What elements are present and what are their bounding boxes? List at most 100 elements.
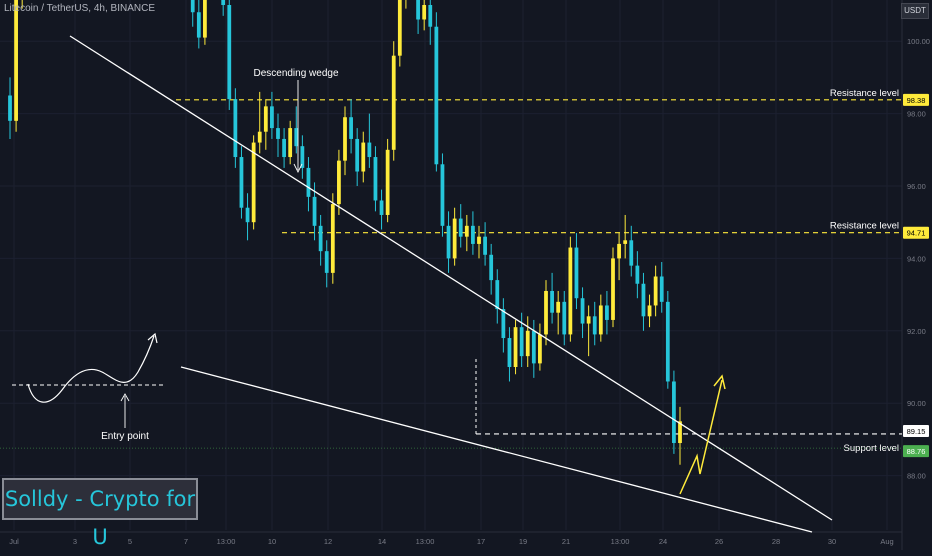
author-watermark: Solldy - Crypto for U — [2, 478, 198, 549]
x-tick-label: 3 — [73, 537, 77, 546]
candle-body — [538, 334, 542, 364]
candle-body — [355, 138, 360, 172]
candle-body — [562, 301, 567, 335]
x-tick-label: 10 — [268, 537, 276, 546]
candle-body — [531, 330, 536, 364]
quote-currency-badge[interactable]: USDT — [901, 3, 929, 19]
candle-body — [227, 5, 232, 100]
price-badge — [903, 226, 929, 239]
candle-body — [337, 160, 341, 205]
candles — [8, 0, 682, 465]
entry-wave-curve — [27, 335, 155, 403]
candle-body — [385, 149, 390, 215]
candle-body — [391, 55, 396, 150]
candle-body — [434, 26, 439, 165]
y-tick-label: 88.00 — [907, 472, 926, 481]
price-axis[interactable]: 88.0090.0092.0094.0096.0098.00100.00102.… — [907, 0, 930, 481]
candle-body — [318, 225, 323, 252]
price-badge-value: 89.15 — [907, 427, 926, 436]
candle-body — [672, 381, 676, 444]
x-tick-label: 24 — [659, 537, 667, 546]
x-tick-label: 14 — [378, 537, 386, 546]
x-tick-label: 12 — [324, 537, 332, 546]
candle-body — [452, 218, 457, 259]
candle-body — [251, 142, 256, 223]
candle-body — [623, 240, 628, 244]
candle-body — [288, 128, 293, 158]
x-tick-label: 30 — [828, 537, 836, 546]
symbol-header: Litecoin / TetherUS, 4h, BINANCE — [4, 3, 155, 14]
x-tick-label: Aug — [880, 537, 893, 546]
candle-body — [525, 330, 530, 357]
candle-body — [330, 204, 335, 273]
x-tick-label: Jul — [9, 537, 19, 546]
candle-body — [647, 305, 652, 317]
price-badge — [903, 445, 929, 458]
x-tick-label: 17 — [477, 537, 485, 546]
candle-body — [641, 283, 646, 317]
candle-body — [263, 106, 268, 132]
candle-body — [611, 258, 615, 320]
candle-body — [276, 128, 280, 139]
resistance-level-label: Resistance level — [830, 221, 899, 232]
candle-body — [477, 236, 481, 244]
y-tick-label: 94.00 — [907, 254, 926, 263]
candle-body — [282, 138, 286, 158]
x-tick-label: 19 — [519, 537, 527, 546]
x-tick-label: 7 — [184, 537, 188, 546]
candle-body — [349, 117, 353, 139]
entry-pointer-arrowhead — [120, 393, 130, 402]
price-badge-value: 88.76 — [907, 447, 926, 456]
resistance-level-label: Resistance level — [830, 88, 899, 99]
candle-body — [635, 265, 640, 284]
x-tick-label: 13:00 — [416, 537, 435, 546]
candle-body — [471, 225, 475, 244]
candle-body — [586, 316, 591, 324]
candle-body — [605, 305, 609, 320]
candle-body — [598, 305, 603, 335]
candle-body — [397, 0, 402, 56]
price-badge-value: 98.38 — [907, 96, 926, 105]
candle-body — [550, 290, 554, 313]
x-tick-label: 26 — [715, 537, 723, 546]
price-badge — [903, 424, 929, 437]
candle-body — [440, 164, 445, 226]
candle-body — [653, 276, 658, 306]
time-axis[interactable]: Jul 3 5 7 13:00 10 12 14 13:00 17 19 21 13:00 24 26 28 3… — [9, 537, 893, 546]
candle-body — [574, 247, 579, 299]
entry-wave-arrowhead — [147, 332, 158, 344]
candle-body — [428, 5, 433, 27]
candle-body — [239, 157, 244, 208]
wedge-upper-line — [69, 35, 833, 521]
candle-body — [324, 251, 329, 273]
y-tick-label: 96.00 — [907, 182, 926, 191]
candle-body — [257, 131, 262, 143]
projection-arrowhead — [713, 374, 726, 390]
candle-body — [568, 247, 573, 335]
wedge-lower-line — [180, 366, 813, 533]
candle-body — [513, 327, 518, 367]
projection-path — [679, 379, 723, 495]
candle-body — [519, 327, 524, 357]
candle-body — [458, 218, 463, 237]
candle-body — [629, 240, 634, 266]
wedge-label: Descending wedge — [253, 68, 338, 79]
candle-body — [367, 142, 372, 158]
candle-body — [422, 5, 427, 20]
candle-body — [464, 225, 469, 237]
candle-body — [678, 421, 682, 444]
candle-body — [294, 128, 299, 147]
candle-body — [501, 309, 506, 339]
grid-lines — [0, 0, 903, 550]
candle-body — [592, 316, 597, 335]
candle-body — [489, 254, 494, 281]
y-tick-label: 92.00 — [907, 327, 926, 336]
candle-body — [221, 0, 226, 5]
candle-body — [495, 280, 500, 310]
candle-body — [665, 301, 670, 382]
candle-body — [379, 200, 384, 215]
support-level-label: Support level — [844, 443, 899, 454]
candle-body — [270, 106, 274, 129]
candle-body — [245, 207, 250, 223]
price-badge-value: 94.71 — [907, 229, 926, 238]
